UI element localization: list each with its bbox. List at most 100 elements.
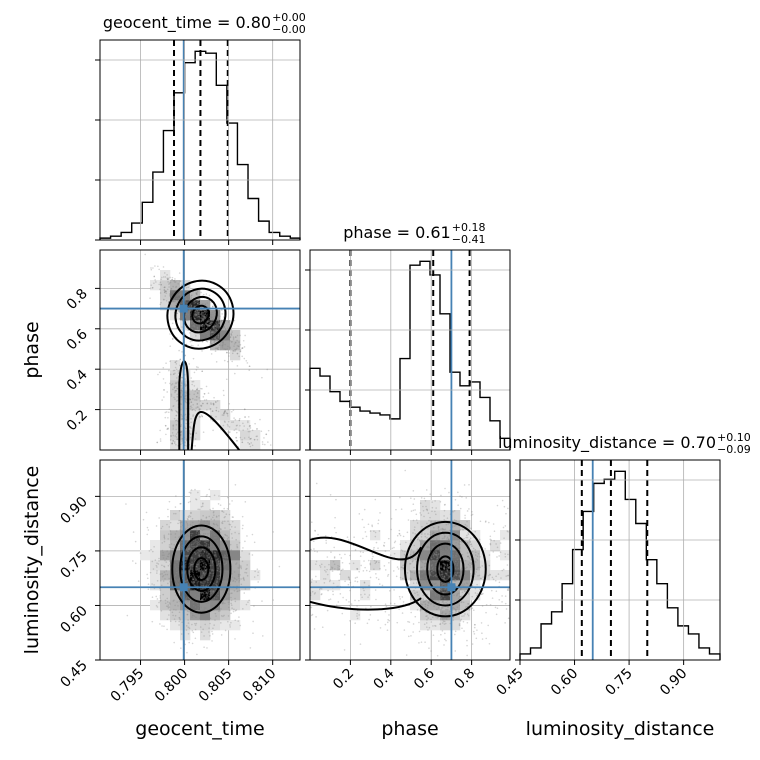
- sample-point-luminosity_distance-vs-geocent_time: [198, 567, 200, 570]
- sample-point-phase-vs-geocent_time: [196, 406, 199, 408]
- sample-point-luminosity_distance-vs-phase: [405, 654, 408, 656]
- density-bin-phase-vs-geocent_time: [210, 410, 221, 421]
- sample-point-luminosity_distance-vs-phase: [457, 578, 460, 581]
- sample-point-phase-vs-geocent_time: [169, 345, 172, 347]
- sample-point-phase-vs-geocent_time: [242, 339, 245, 342]
- sample-point-luminosity_distance-vs-geocent_time: [218, 570, 221, 573]
- sample-point-luminosity_distance-vs-geocent_time: [200, 549, 202, 552]
- sample-point-luminosity_distance-vs-geocent_time: [184, 561, 187, 564]
- sample-point-phase-vs-geocent_time: [222, 424, 225, 427]
- sample-point-phase-vs-geocent_time: [228, 352, 230, 354]
- xtick-label-luminosity_distance-1: 0.60: [548, 666, 581, 699]
- sample-point-luminosity_distance-vs-phase: [332, 560, 335, 563]
- sample-point-luminosity_distance-vs-geocent_time: [230, 602, 232, 605]
- sample-point-phase-vs-geocent_time: [179, 364, 181, 367]
- sample-point-phase-vs-geocent_time: [238, 355, 240, 358]
- sample-point-luminosity_distance-vs-phase: [434, 582, 437, 585]
- sample-point-phase-vs-geocent_time: [171, 278, 173, 281]
- sample-point-luminosity_distance-vs-phase: [433, 541, 436, 543]
- sample-point-phase-vs-geocent_time: [215, 401, 217, 403]
- sample-point-phase-vs-geocent_time: [159, 288, 161, 291]
- sample-point-phase-vs-geocent_time: [204, 317, 207, 320]
- sample-point-luminosity_distance-vs-phase: [436, 594, 439, 597]
- sample-point-phase-vs-geocent_time: [170, 292, 172, 294]
- sample-point-luminosity_distance-vs-geocent_time: [169, 620, 172, 622]
- sample-point-luminosity_distance-vs-phase: [453, 561, 455, 564]
- sample-point-phase-vs-geocent_time: [176, 396, 179, 398]
- sample-point-luminosity_distance-vs-geocent_time: [174, 579, 176, 581]
- sample-point-phase-vs-geocent_time: [179, 294, 181, 296]
- sample-point-luminosity_distance-vs-geocent_time: [208, 557, 211, 559]
- density-bin-luminosity_distance-vs-phase: [460, 610, 471, 621]
- sample-point-luminosity_distance-vs-geocent_time: [192, 582, 195, 585]
- density-bin-luminosity_distance-vs-geocent_time: [230, 600, 241, 611]
- sample-point-luminosity_distance-vs-geocent_time: [206, 555, 209, 558]
- sample-point-luminosity_distance-vs-phase: [454, 498, 457, 501]
- sample-point-luminosity_distance-vs-geocent_time: [245, 568, 247, 571]
- sample-point-luminosity_distance-vs-geocent_time: [212, 507, 214, 510]
- sample-point-luminosity_distance-vs-geocent_time: [230, 526, 233, 528]
- sample-point-phase-vs-geocent_time: [208, 320, 210, 323]
- sample-point-luminosity_distance-vs-phase: [420, 543, 423, 545]
- sample-point-luminosity_distance-vs-phase: [399, 496, 401, 499]
- sample-point-luminosity_distance-vs-geocent_time: [211, 568, 213, 571]
- sample-point-phase-vs-geocent_time: [189, 325, 192, 328]
- sample-point-luminosity_distance-vs-phase: [440, 566, 443, 568]
- sample-point-luminosity_distance-vs-phase: [446, 574, 449, 576]
- panel-frame-luminosity_distance-hist: [519, 459, 721, 661]
- sample-point-phase-vs-geocent_time: [224, 348, 227, 351]
- density-bin-luminosity_distance-vs-phase: [420, 520, 431, 531]
- sample-point-luminosity_distance-vs-phase: [344, 553, 346, 556]
- sample-point-phase-vs-geocent_time: [206, 324, 209, 326]
- sample-point-phase-vs-geocent_time: [175, 436, 178, 438]
- sample-point-phase-vs-geocent_time: [199, 400, 202, 402]
- sample-point-phase-vs-geocent_time: [217, 320, 220, 323]
- sample-point-luminosity_distance-vs-geocent_time: [238, 567, 240, 570]
- sample-point-luminosity_distance-vs-geocent_time: [169, 563, 172, 566]
- sample-point-luminosity_distance-vs-phase: [493, 530, 496, 532]
- sample-point-luminosity_distance-vs-geocent_time: [191, 577, 194, 579]
- sample-point-luminosity_distance-vs-geocent_time: [179, 522, 181, 524]
- sample-point-luminosity_distance-vs-geocent_time: [202, 585, 205, 587]
- sample-point-phase-vs-geocent_time: [247, 421, 249, 424]
- sample-point-luminosity_distance-vs-phase: [314, 529, 316, 532]
- sample-point-phase-vs-geocent_time: [190, 344, 193, 347]
- sample-point-luminosity_distance-vs-phase: [430, 618, 432, 621]
- sample-point-luminosity_distance-vs-phase: [325, 539, 327, 542]
- sample-point-phase-vs-geocent_time: [198, 315, 200, 318]
- sample-point-luminosity_distance-vs-phase: [435, 513, 437, 516]
- density-bin-luminosity_distance-vs-geocent_time: [150, 560, 161, 571]
- sample-point-luminosity_distance-vs-phase: [467, 603, 470, 605]
- sample-point-luminosity_distance-vs-phase: [466, 541, 469, 544]
- sample-point-luminosity_distance-vs-phase: [452, 578, 454, 580]
- sample-point-luminosity_distance-vs-phase: [431, 501, 433, 503]
- sample-point-phase-vs-geocent_time: [165, 290, 168, 293]
- sample-point-phase-vs-geocent_time: [215, 401, 217, 403]
- contour-level-luminosity_distance-vs-geocent_time-1: [179, 535, 224, 603]
- sample-point-phase-vs-geocent_time: [218, 337, 221, 340]
- sample-point-phase-vs-geocent_time: [215, 327, 217, 330]
- sample-point-luminosity_distance-vs-geocent_time: [205, 517, 208, 519]
- sample-point-phase-vs-geocent_time: [239, 344, 242, 346]
- sample-point-phase-vs-geocent_time: [251, 429, 254, 432]
- sample-point-luminosity_distance-vs-phase: [470, 607, 473, 610]
- sample-point-luminosity_distance-vs-phase: [414, 558, 417, 561]
- sample-point-phase-vs-geocent_time: [194, 317, 196, 320]
- sample-point-luminosity_distance-vs-phase: [442, 617, 444, 620]
- sample-point-phase-vs-geocent_time: [200, 319, 203, 322]
- sample-point-phase-vs-geocent_time: [173, 298, 176, 301]
- density-bin-phase-vs-geocent_time: [170, 370, 181, 381]
- sample-point-luminosity_distance-vs-geocent_time: [218, 589, 221, 592]
- sample-point-phase-vs-geocent_time: [244, 416, 246, 418]
- density-bin-phase-vs-geocent_time: [230, 420, 241, 431]
- sample-point-phase-vs-geocent_time: [236, 352, 239, 355]
- sample-point-luminosity_distance-vs-phase: [468, 508, 470, 510]
- sample-point-luminosity_distance-vs-geocent_time: [208, 546, 211, 549]
- sample-point-luminosity_distance-vs-phase: [501, 499, 504, 502]
- sample-point-luminosity_distance-vs-geocent_time: [210, 572, 212, 575]
- sample-point-luminosity_distance-vs-phase: [354, 577, 357, 579]
- sample-point-luminosity_distance-vs-geocent_time: [178, 611, 181, 614]
- sample-point-luminosity_distance-vs-geocent_time: [184, 555, 187, 557]
- sample-point-luminosity_distance-vs-geocent_time: [126, 614, 129, 617]
- sample-point-luminosity_distance-vs-phase: [502, 526, 505, 529]
